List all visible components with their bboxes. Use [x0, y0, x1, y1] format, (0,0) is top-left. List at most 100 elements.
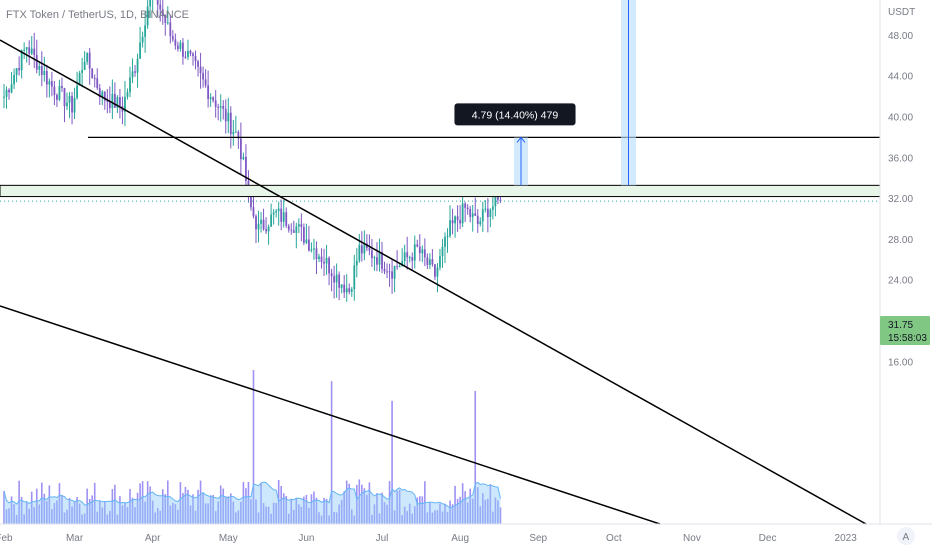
time-tick-label: Mar: [66, 533, 84, 544]
volume-bar: [33, 507, 36, 524]
candle-body: [224, 108, 227, 122]
candle-body: [222, 105, 225, 109]
volume-bar: [217, 501, 219, 524]
candle-body: [320, 256, 323, 262]
candle-body: [187, 50, 189, 58]
candle-body: [469, 209, 472, 217]
candle-body: [20, 49, 23, 71]
candle-body: [275, 210, 278, 213]
volume-bar: [93, 482, 96, 524]
candle-body: [428, 259, 431, 265]
volume-bar: [151, 500, 154, 524]
candle-body: [239, 138, 242, 160]
time-axis[interactable]: Feb Mar Apr May Jun Jul Aug Sep Oct Nov Dec 2023: [0, 533, 857, 544]
candle-body: [212, 97, 215, 101]
candle-body: [446, 236, 449, 238]
volume-bar: [356, 484, 358, 524]
candle-body: [335, 274, 338, 283]
candle-body: [353, 265, 356, 290]
candle-body: [459, 220, 462, 224]
volume-bar: [459, 496, 461, 524]
candle-body: [497, 195, 499, 200]
volume-bar: [184, 486, 187, 524]
volume-bar: [88, 498, 91, 524]
measure-layer[interactable]: 4.79 (14.40%) 47918.57 (55.82%) 1857: [454, 0, 670, 186]
candle-body: [250, 187, 252, 208]
candle-body: [159, 4, 162, 10]
candle-body: [285, 212, 288, 226]
volume-bar: [272, 502, 275, 524]
candle-body: [411, 257, 414, 261]
volume-bar: [449, 500, 451, 524]
candle-body: [444, 236, 446, 247]
auto-scale-button[interactable]: A: [897, 527, 915, 545]
volume-bar: [280, 485, 282, 524]
volume-bar: [343, 491, 345, 524]
volume-bar: [192, 494, 194, 524]
candle-body: [43, 71, 46, 75]
candle-body: [396, 266, 399, 268]
candle-body: [305, 239, 308, 243]
volume-bar: [444, 503, 446, 524]
volume-bar: [119, 496, 121, 524]
volume-bar: [101, 507, 104, 524]
volume-bar: [300, 506, 303, 524]
volume-bar: [345, 480, 348, 524]
candle-body: [315, 248, 318, 260]
candle-body: [192, 53, 194, 56]
candle-body: [106, 100, 109, 102]
volume-bar: [134, 507, 136, 524]
volume-bar: [13, 504, 15, 524]
candle-body: [139, 42, 141, 59]
volume-bar: [144, 501, 146, 524]
time-tick-label: Jun: [298, 533, 314, 544]
volume-bar: [325, 498, 328, 524]
volume-bar: [109, 510, 111, 524]
candle-body: [401, 261, 404, 267]
drawings-layer[interactable]: [0, 0, 881, 525]
measure-label-text: 4.79 (14.40%) 479: [472, 109, 559, 121]
volume-bar: [197, 489, 199, 524]
candle-body: [393, 266, 396, 279]
volume-bar: [335, 512, 338, 524]
volume-bar: [219, 485, 222, 524]
volume-bar: [81, 514, 83, 524]
candle-body: [199, 66, 202, 74]
volume-bar: [202, 493, 204, 524]
volume-bar: [149, 486, 151, 524]
candle-body: [340, 284, 343, 288]
volume-bar: [25, 501, 28, 524]
volume-bar: [461, 483, 464, 524]
volume-bar: [287, 513, 290, 524]
volume-bar: [51, 509, 53, 524]
volume-bar: [338, 504, 340, 524]
volume-bar: [439, 503, 441, 524]
candle-body: [197, 61, 199, 67]
volume-bar: [388, 481, 391, 524]
candle-body: [171, 36, 174, 40]
volume-bar: [98, 500, 101, 524]
volume-bar: [247, 481, 250, 524]
volume-bar: [222, 488, 225, 524]
volume-bar: [416, 497, 419, 524]
candle-body: [247, 181, 250, 188]
volume-bar: [20, 496, 23, 524]
candle-body: [53, 86, 56, 95]
candle-body: [40, 66, 43, 75]
volume-bar: [408, 503, 411, 524]
volume-bar: [401, 515, 403, 524]
volume-bar: [376, 493, 378, 524]
price-tick-label: 52.00: [888, 0, 913, 1]
candle-body: [300, 224, 303, 227]
candle-body: [164, 15, 167, 23]
volume-bar: [159, 510, 162, 524]
volume-bar: [303, 496, 305, 524]
volume-bar: [129, 488, 131, 524]
candle-body: [63, 87, 66, 107]
candle-body: [260, 219, 262, 224]
volume-bar: [403, 506, 406, 524]
volume-bar: [285, 495, 288, 524]
candle-body: [449, 220, 451, 237]
volume-bar: [245, 488, 247, 524]
